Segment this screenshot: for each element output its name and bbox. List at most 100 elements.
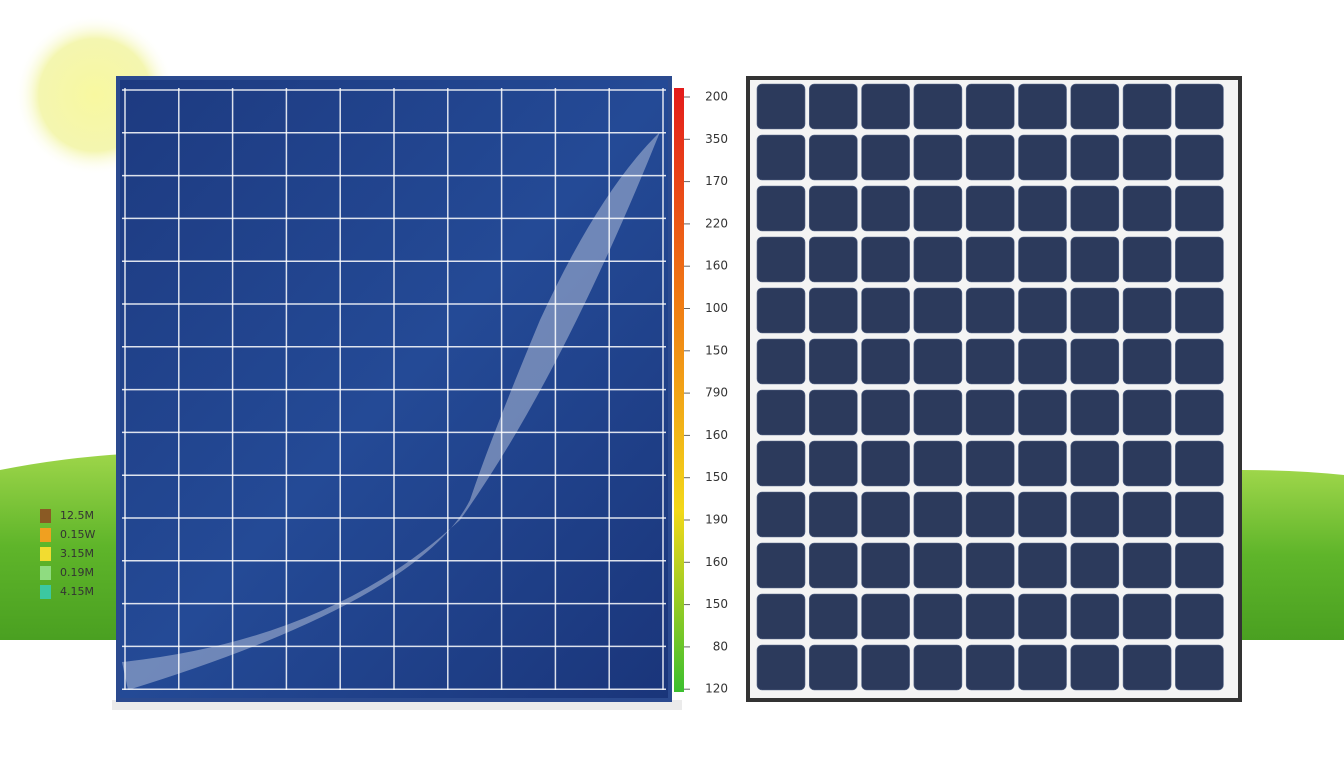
cell — [756, 134, 806, 181]
cell — [1018, 185, 1067, 232]
scale-label: 150 — [705, 470, 728, 484]
cell — [861, 593, 910, 640]
cell — [1070, 491, 1120, 538]
cell — [1070, 83, 1120, 130]
cell — [965, 491, 1015, 538]
cell — [1175, 236, 1224, 283]
scale-label: 150 — [705, 597, 728, 611]
cell — [1175, 185, 1224, 232]
cell — [913, 593, 963, 640]
cell — [965, 134, 1015, 181]
cell — [861, 440, 910, 487]
legend: 12.5M 0.15W 3.15M 0.19M 4.15M — [40, 509, 95, 599]
cell — [756, 542, 806, 589]
cell — [1070, 542, 1120, 589]
cell — [1070, 644, 1120, 691]
cell — [808, 440, 858, 487]
cell — [1070, 287, 1120, 334]
cell — [756, 185, 806, 232]
cell — [1175, 338, 1224, 385]
cell — [756, 338, 806, 385]
cell — [808, 83, 858, 130]
scale-label: 160 — [705, 555, 728, 569]
cell — [965, 287, 1015, 334]
cell — [1175, 287, 1224, 334]
cell — [1122, 185, 1172, 232]
cell — [808, 236, 858, 283]
scale-label: 350 — [705, 132, 728, 146]
cell — [965, 389, 1015, 436]
cell — [1018, 440, 1067, 487]
cell — [1175, 542, 1224, 589]
cell — [1122, 389, 1172, 436]
scale-label: 150 — [705, 343, 728, 357]
cell — [1122, 134, 1172, 181]
legend-swatch — [40, 547, 51, 561]
legend-swatch — [40, 566, 51, 580]
cell — [1018, 389, 1067, 436]
cell — [1122, 542, 1172, 589]
cell — [965, 593, 1015, 640]
cell — [1070, 338, 1120, 385]
cell — [1122, 287, 1172, 334]
legend-label: 4.15M — [60, 585, 94, 598]
cell — [808, 542, 858, 589]
scale-label: 160 — [705, 428, 728, 442]
cell — [756, 593, 806, 640]
light-curve — [122, 132, 660, 690]
cell — [861, 287, 910, 334]
panel-grid — [122, 88, 666, 690]
cell — [913, 338, 963, 385]
cell — [1175, 83, 1224, 130]
cell — [965, 644, 1015, 691]
panel-cells — [756, 83, 1224, 691]
scale-label: 120 — [705, 682, 728, 696]
cell — [756, 644, 806, 691]
cell — [808, 338, 858, 385]
cell — [1070, 389, 1120, 436]
legend-label: 12.5M — [60, 509, 94, 522]
scale-label: 170 — [705, 174, 728, 188]
cell — [861, 644, 910, 691]
cell — [808, 134, 858, 181]
cell — [1122, 491, 1172, 538]
cell — [913, 389, 963, 436]
cell — [861, 185, 910, 232]
scale-labels: 200 350 170 220 160 100 150 790 160 150 190 160 150 8… — [684, 90, 728, 696]
cell — [1122, 644, 1172, 691]
cell — [756, 287, 806, 334]
cell — [913, 491, 963, 538]
cell — [913, 83, 963, 130]
cell — [1175, 440, 1224, 487]
cell — [756, 389, 806, 436]
cell — [1018, 134, 1067, 181]
cell — [913, 134, 963, 181]
cell — [861, 491, 910, 538]
cell — [1122, 236, 1172, 283]
scale-label: 220 — [705, 216, 728, 230]
cell — [861, 134, 910, 181]
legend-swatch — [40, 509, 51, 523]
cell — [913, 644, 963, 691]
cell — [1175, 491, 1224, 538]
cell — [1175, 644, 1224, 691]
legend-label: 0.19M — [60, 566, 94, 579]
cell — [1018, 593, 1067, 640]
cell — [808, 593, 858, 640]
cell — [1175, 389, 1224, 436]
cell — [1018, 83, 1067, 130]
cell — [1018, 644, 1067, 691]
scale-label: 190 — [705, 513, 728, 527]
cell — [808, 185, 858, 232]
cell — [1018, 236, 1067, 283]
cell — [808, 644, 858, 691]
cell — [965, 185, 1015, 232]
cell — [756, 440, 806, 487]
cell — [808, 491, 858, 538]
cell — [1122, 338, 1172, 385]
cell — [1070, 185, 1120, 232]
cell — [808, 389, 858, 436]
cell — [808, 287, 858, 334]
